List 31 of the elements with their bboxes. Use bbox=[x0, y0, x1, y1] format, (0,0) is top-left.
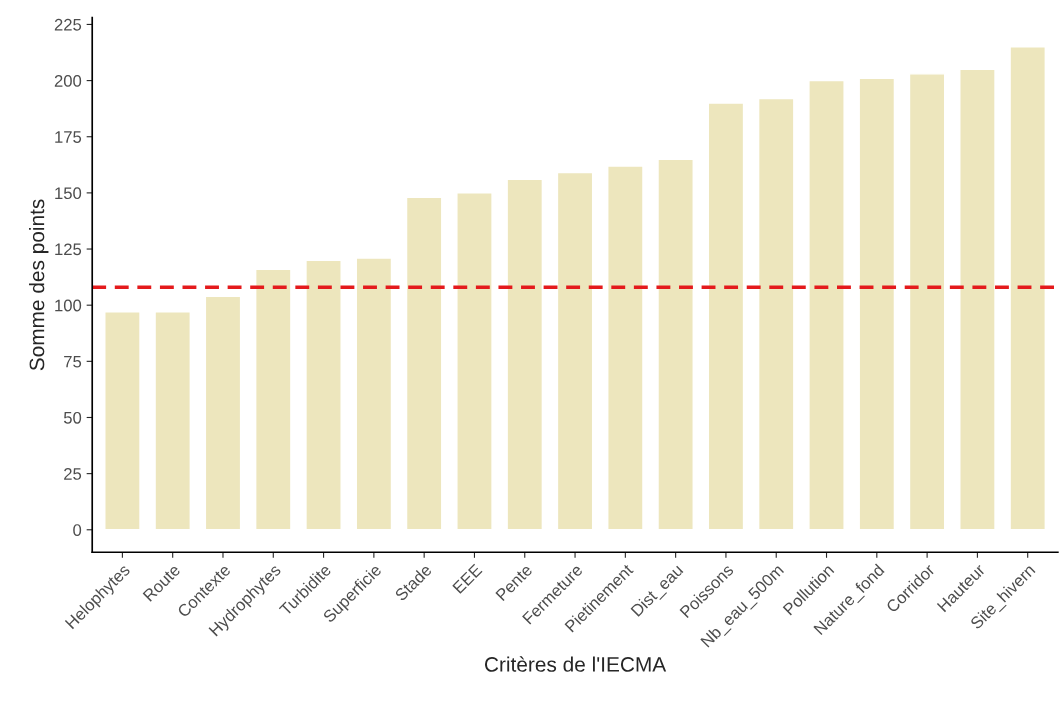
bar bbox=[456, 192, 493, 531]
bar bbox=[104, 311, 141, 531]
y-tick-label: 225 bbox=[54, 18, 82, 31]
y-tick-label: 50 bbox=[63, 411, 82, 424]
bar bbox=[657, 158, 694, 531]
bar bbox=[707, 102, 745, 531]
bar bbox=[908, 73, 946, 531]
y-tick-label: 100 bbox=[55, 299, 82, 312]
bar bbox=[506, 178, 544, 531]
bar bbox=[556, 171, 594, 531]
y-tick-label: 75 bbox=[64, 355, 82, 368]
y-tick-label: 125 bbox=[55, 243, 82, 256]
bar bbox=[254, 268, 292, 531]
bar bbox=[355, 257, 393, 531]
bar bbox=[607, 165, 644, 531]
y-tick-label: 25 bbox=[64, 468, 82, 480]
y-tick-label: 150 bbox=[55, 187, 82, 200]
bar bbox=[757, 97, 795, 531]
y-tick-label: 175 bbox=[55, 131, 82, 143]
y-tick-label: 0 bbox=[73, 524, 82, 536]
y-axis-title: Somme des points bbox=[29, 199, 49, 371]
y-tick-label: 200 bbox=[54, 74, 82, 87]
bar bbox=[154, 311, 191, 531]
bar bbox=[959, 68, 996, 531]
bar bbox=[405, 196, 443, 531]
x-axis-title: Critères de l'IECMA bbox=[484, 656, 667, 672]
bar bbox=[204, 295, 242, 531]
bar bbox=[808, 79, 845, 531]
bar bbox=[1009, 46, 1047, 531]
bar bbox=[305, 259, 342, 531]
bar bbox=[858, 77, 896, 531]
